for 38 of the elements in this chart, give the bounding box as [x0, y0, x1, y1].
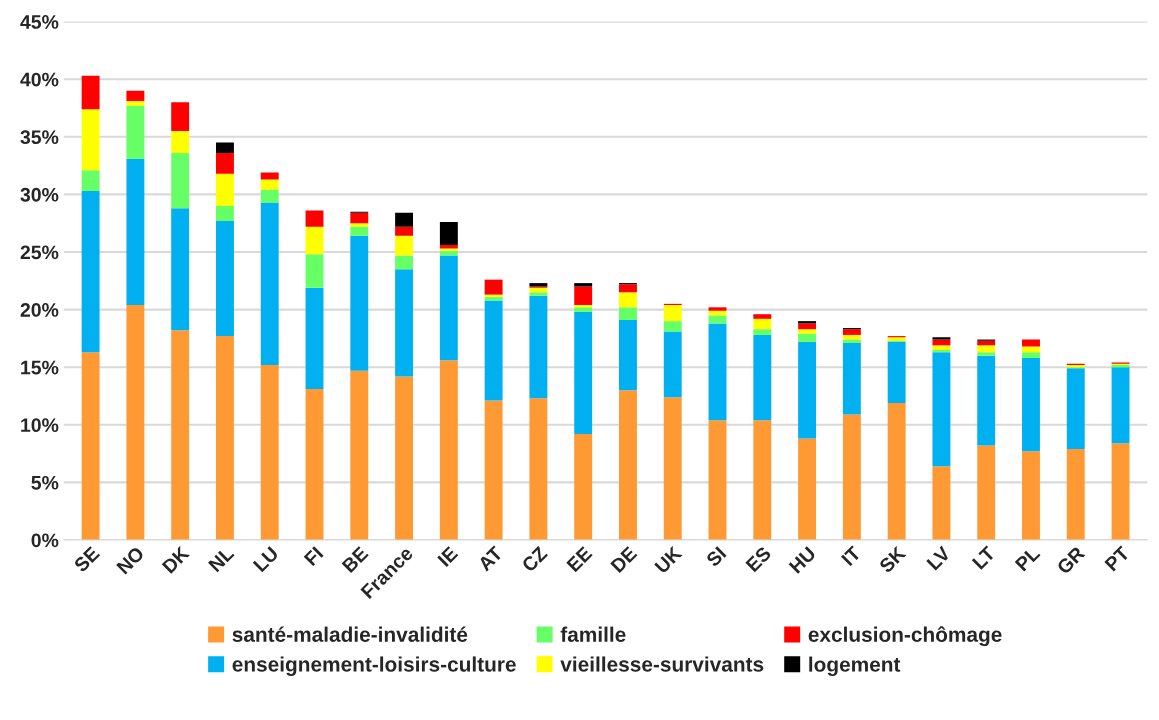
- legend-label: logement: [809, 656, 901, 677]
- x-tick-label: PT: [1104, 545, 1131, 572]
- x-tick-label: IE: [437, 545, 459, 567]
- y-tick-label: 35%: [20, 130, 59, 145]
- x-tick-label: DE: [610, 545, 638, 574]
- y-tick-label: 30%: [20, 187, 59, 202]
- y-tick-label: 45%: [20, 15, 59, 29]
- x-tick-label: NO: [116, 545, 145, 575]
- x-tick-label: AT: [477, 545, 504, 572]
- x-tick-label: LT: [971, 545, 997, 570]
- x-tick-label: FI: [303, 546, 324, 567]
- y-tick-label: 5%: [31, 475, 59, 490]
- x-tick-label: SE: [73, 545, 101, 573]
- y-tick-label: 40%: [20, 72, 59, 87]
- x-tick-label: LU: [252, 546, 279, 573]
- y-tick-label: 0%: [31, 533, 59, 548]
- x-tick-label: SK: [878, 545, 907, 574]
- legend-label: exclusion-chômage: [808, 626, 1002, 647]
- x-tick-label: DK: [161, 545, 191, 574]
- legend-label: santé-maladie-invalidité: [232, 626, 468, 642]
- x-tick-label: EE: [566, 545, 593, 573]
- x-tick-label: NL: [208, 545, 235, 573]
- x-tick-label: UK: [654, 545, 683, 574]
- legend-label: vieillesse-survivants: [560, 656, 764, 672]
- legend-label: enseignement-loisirs-culture: [232, 656, 516, 676]
- y-tick-label: 20%: [20, 303, 59, 317]
- legend-label: famille: [560, 626, 626, 642]
- x-tick-label: IT: [841, 545, 862, 567]
- x-tick-label: LV: [926, 545, 952, 571]
- y-tick-label: 10%: [21, 418, 59, 433]
- x-tick-label: ES: [745, 545, 772, 573]
- y-tick-label: 25%: [20, 245, 59, 260]
- x-tick-label: SI: [705, 546, 727, 568]
- x-tick-label: HU: [788, 546, 817, 574]
- x-tick-label: CZ: [521, 545, 549, 573]
- x-tick-label: PL: [1014, 545, 1041, 572]
- y-tick-label: 15%: [21, 360, 59, 375]
- x-tick-label: GR: [1056, 545, 1086, 576]
